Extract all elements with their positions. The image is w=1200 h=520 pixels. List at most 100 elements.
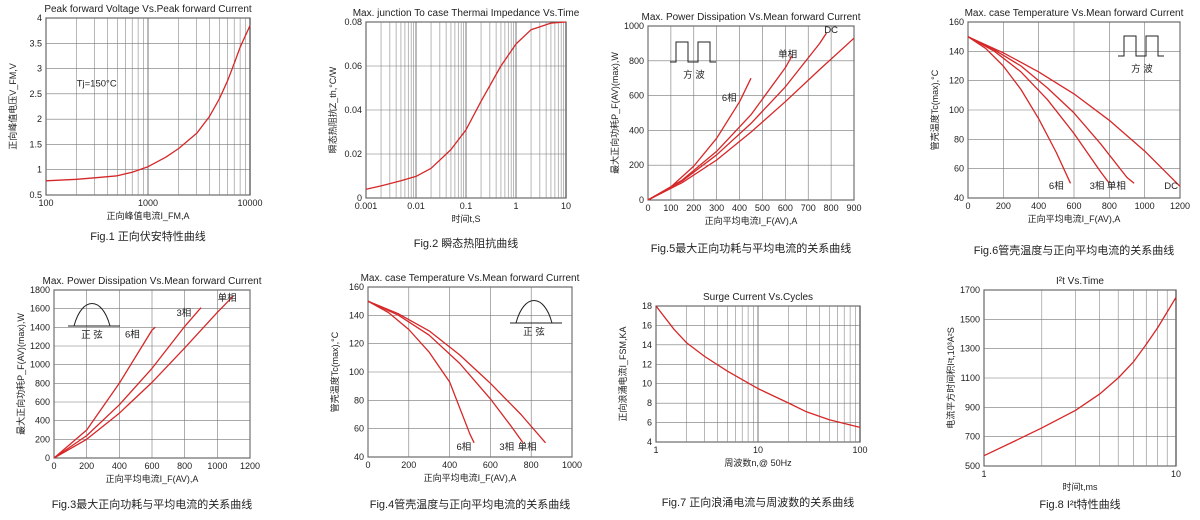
fig1-ytick-0: 0.5 [29, 190, 42, 200]
fig3-curve-label-0: 6相 [125, 329, 140, 341]
fig7-chart: 1 10 100 4 6 8 10 12 14 16 18 Surge Current Vs.Cycl… [617, 292, 868, 509]
fig3-series-2-line [53, 295, 235, 459]
fig6-ylabel: 管壳温度Tc(max),°C [929, 69, 940, 150]
fig8-ylabel: 电流平方时间积I²t,10³A²S [945, 327, 956, 429]
fig1-grid [45, 17, 250, 196]
fig3-curve-label-1: 3相 [176, 307, 191, 319]
fig4-curve-label-2: 单相 [518, 441, 537, 453]
fig4-ylabel: 管壳温度Tc(max),°C [329, 331, 340, 412]
fig3-ytick-8: 1600 [30, 304, 50, 314]
fig6-inset-label: 方 波 [1131, 63, 1153, 75]
fig6-xtick-0: 0 [965, 201, 970, 211]
fig3-xtick-0: 0 [51, 461, 56, 471]
fig1-xtick-0: 100 [38, 198, 53, 208]
fig4-xtick-4: 800 [524, 460, 539, 470]
fig8-ytick-3: 1100 [961, 373, 980, 383]
fig3-ytick-1: 200 [35, 434, 50, 444]
fig1-xtick-1: 1000 [138, 198, 158, 208]
fig5-xtick-0: 0 [645, 203, 650, 213]
fig5-xtick-8: 800 [824, 203, 839, 213]
fig8-ytick-6: 1700 [960, 285, 980, 295]
fig2-xtick-4: 10 [561, 201, 571, 211]
fig6-ytick-1: 60 [954, 164, 964, 174]
fig4-caption: Fig.4管壳温度与正向平均电流的关系曲线 [370, 497, 570, 511]
fig3-ytick-4: 800 [35, 378, 50, 388]
fig4-curve-label-0: 6相 [456, 441, 471, 453]
fig7-ytick-2: 8 [647, 398, 652, 408]
fig3-ylabel: 最大正向功耗P_F(AV)(max),W [15, 313, 26, 435]
fig1-caption: Fig.1 正向伏安特性曲线 [90, 229, 206, 243]
fig6-curve-label-1: 3相 [1090, 180, 1105, 192]
fig1-xtick-2: 10000 [237, 198, 262, 208]
fig4-xtick-3: 600 [483, 460, 498, 470]
fig5-curve-label-1: 单相 [778, 48, 797, 60]
fig5-grid [647, 25, 855, 201]
fig7-ytick-3: 10 [642, 379, 652, 389]
fig3-series-1-line [53, 307, 202, 459]
fig8-grid [983, 289, 1176, 467]
fig7-xtick-0: 1 [653, 445, 658, 455]
fig3-inset-label: 正 弦 [81, 329, 103, 341]
fig5-inset-waveform: 方 波 [670, 41, 716, 81]
fig4-ytick-3: 100 [349, 367, 364, 377]
fig6-title: Max. case Temperature Vs.Mean forward Cu… [965, 8, 1184, 19]
fig6-xtick-5: 1000 [1135, 201, 1155, 211]
fig4-ytick-2: 80 [354, 395, 364, 405]
fig5-series-1-line [647, 55, 793, 201]
fig7-series-0-line [655, 305, 861, 429]
fig7-xtick-1: 10 [753, 445, 763, 455]
fig7-ytick-6: 16 [642, 320, 652, 330]
fig4-ytick-0: 40 [354, 452, 364, 462]
fig5-plot-area [647, 25, 855, 201]
fig5-xtick-1: 100 [663, 203, 678, 213]
fig3-caption: Fig.3最大正向功耗与平均电流的关系曲线 [52, 497, 252, 511]
fig3-xlabel: 正向平均电流I_F(AV),A [106, 473, 199, 484]
fig3-ytick-6: 1200 [30, 341, 50, 351]
fig4-series-0-line [367, 300, 475, 444]
fig4-xtick-1: 200 [401, 460, 416, 470]
fig4-xlabel: 正向平均电流I_F(AV),A [424, 472, 517, 483]
fig2-xtick-0: 0.001 [355, 201, 378, 211]
fig6-caption: Fig.6管壳温度与正向平均电流的关系曲线 [974, 243, 1174, 257]
fig7-ytick-4: 12 [642, 359, 652, 369]
fig5-ytick-2: 400 [629, 125, 644, 135]
fig6-series-0-line [967, 36, 1072, 184]
fig4-curve-label-1: 3相 [499, 441, 514, 453]
fig4-series-2-line [367, 300, 546, 444]
fig8-xtick-1: 10 [1171, 469, 1181, 479]
fig3-title: Max. Power Dissipation Vs.Mean forward C… [43, 276, 262, 287]
fig3-ytick-2: 400 [35, 416, 50, 426]
fig8-ytick-0: 500 [965, 461, 980, 471]
fig1-ytick-6: 3.5 [29, 38, 42, 48]
fig4-ytick-5: 140 [349, 310, 364, 320]
fig5-title: Max. Power Dissipation Vs.Mean forward C… [642, 12, 861, 23]
fig7-ylabel: 正向浪涌电流I_FSM,KA [617, 326, 628, 421]
fig7-title: Surge Current Vs.Cycles [703, 292, 813, 303]
fig8-xtick-0: 1 [981, 469, 986, 479]
fig7-ytick-7: 18 [642, 301, 652, 311]
fig1-title: Peak forward Voltage Vs.Peak forward Cur… [44, 4, 252, 15]
fig7-caption: Fig.7 正向浪涌电流与周波数的关系曲线 [662, 495, 855, 509]
fig8-ytick-4: 1300 [960, 344, 980, 354]
fig5-inset-label: 方 波 [683, 69, 705, 81]
fig6-xlabel: 正向平均电流I_F(AV),A [1028, 213, 1121, 224]
fig8-series-0-line [983, 296, 1177, 457]
fig2-ytick-3: 0.06 [344, 61, 362, 71]
fig4-ytick-1: 60 [354, 424, 364, 434]
fig5-xtick-4: 400 [732, 203, 747, 213]
fig4-ytick-6: 160 [349, 282, 364, 292]
fig3-inset-waveform: 正 弦 [68, 303, 120, 341]
fig6-curve-label-2: 单相 [1107, 180, 1126, 192]
fig2-ytick-2: 0.04 [344, 105, 362, 115]
fig2-caption: Fig.2 瞬态热阻抗曲线 [414, 236, 519, 250]
fig8-ytick-2: 900 [965, 402, 980, 412]
fig3-ytick-9: 1800 [30, 285, 50, 295]
fig4-xtick-2: 400 [442, 460, 457, 470]
fig2-ylabel: 瞬态热阻抗Z_th,°C/W [327, 66, 338, 153]
fig2-series-0-line [365, 21, 567, 190]
fig5-ylabel: 最大正向功耗P_F(AV)(max),W [609, 52, 620, 174]
fig4-title: Max. case Temperature Vs.Mean forward Cu… [361, 273, 580, 284]
fig5-ytick-0: 0 [639, 195, 644, 205]
fig2-xtick-3: 1 [513, 201, 518, 211]
